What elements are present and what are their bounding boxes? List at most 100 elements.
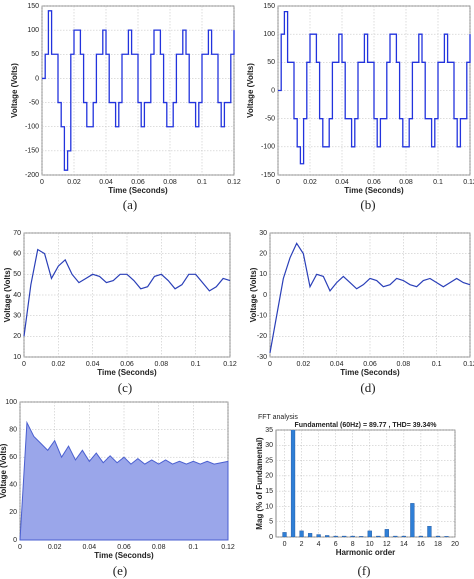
x-tick-label: 0: [18, 544, 22, 551]
y-axis-label: Voltage (Volts): [3, 267, 12, 322]
y-tick-label: 100: [263, 31, 275, 38]
y-tick-label: 150: [27, 3, 39, 10]
area: [19, 420, 229, 541]
x-tick-label: 14: [400, 541, 408, 548]
y-tick-label: -150: [25, 148, 39, 155]
x-tick-label: 0.02: [297, 361, 311, 368]
x-tick-label: 20: [451, 541, 459, 548]
x-tick-label: 0.08: [163, 179, 177, 186]
y-tick-label: 25: [265, 457, 273, 464]
panel-label: (d): [360, 380, 375, 395]
x-tick-label: 0.02: [52, 361, 66, 368]
x-tick-label: 0.08: [152, 544, 166, 551]
y-tick-label: -100: [261, 144, 275, 151]
panel-label: (c): [118, 380, 132, 395]
y-tick-label: 10: [265, 503, 273, 510]
x-tick-label: 0.06: [367, 179, 381, 186]
panel-label: (b): [360, 197, 375, 212]
y-tick-label: 0: [271, 87, 275, 94]
y-tick-label: -50: [265, 116, 275, 123]
bar: [444, 536, 449, 537]
y-tick-label: 10: [259, 271, 267, 278]
panel-caption: FFT analysis: [258, 414, 298, 421]
panel-label: (a): [123, 197, 137, 212]
x-tick-label: 0.12: [463, 179, 474, 186]
y-tick-label: 40: [9, 482, 17, 489]
x-tick-label: 0.04: [83, 544, 97, 551]
y-tick-label: 0: [269, 534, 273, 541]
x-tick-label: 0.06: [131, 179, 145, 186]
y-tick-label: -10: [257, 313, 267, 320]
y-tick-label: 30: [265, 442, 273, 449]
x-tick-label: 0.08: [155, 361, 169, 368]
y-tick-label: 50: [31, 51, 39, 58]
y-tick-label: 10: [13, 354, 21, 361]
line: [269, 242, 471, 353]
y-axis-label: Voltage (Volts): [249, 267, 258, 322]
y-tick-label: 100: [5, 399, 17, 406]
x-tick-label: 16: [417, 541, 425, 548]
x-tick-label: 18: [434, 541, 442, 548]
bar: [376, 535, 381, 537]
y-tick-label: 20: [13, 333, 21, 340]
y-tick-label: 50: [13, 271, 21, 278]
x-tick-label: 0: [276, 179, 280, 186]
bar: [299, 530, 304, 537]
y-axis-label: Voltage (Volts): [246, 63, 255, 118]
y-tick-label: 15: [265, 488, 273, 495]
x-tick-label: 0.02: [67, 179, 81, 186]
y-tick-label: -150: [261, 172, 275, 179]
bar: [342, 535, 347, 537]
x-axis-label: Harmonic order: [336, 548, 396, 557]
x-tick-label: 0: [268, 361, 272, 368]
bars: [282, 430, 449, 537]
x-tick-label: 0.02: [48, 544, 62, 551]
y-tick-label: -20: [257, 333, 267, 340]
line: [23, 248, 231, 337]
bar: [410, 503, 415, 537]
x-tick-label: 4: [317, 541, 321, 548]
x-tick-label: 0.06: [117, 544, 131, 551]
x-tick-label: 0.12: [223, 361, 237, 368]
x-axis-label: Time (Seconds): [97, 368, 157, 377]
bar: [393, 535, 398, 537]
x-tick-label: 0.04: [99, 179, 113, 186]
y-tick-label: -100: [25, 124, 39, 131]
x-axis-label: Time (Seconds): [108, 186, 168, 195]
x-tick-label: 0.1: [197, 179, 207, 186]
y-tick-label: 35: [265, 427, 273, 434]
x-tick-label: 0.12: [227, 179, 241, 186]
x-tick-label: 6: [334, 541, 338, 548]
x-tick-label: 0.1: [188, 544, 198, 551]
bar: [333, 535, 338, 537]
panel-label: (e): [113, 563, 127, 578]
plot-area: [275, 429, 456, 538]
x-tick-label: 2: [300, 541, 304, 548]
x-tick-label: 0.1: [191, 361, 201, 368]
x-tick-label: 0.08: [397, 361, 411, 368]
bar: [290, 430, 296, 537]
bar: [435, 535, 441, 537]
x-tick-label: 10: [366, 541, 374, 548]
y-tick-label: 70: [13, 230, 21, 237]
y-tick-label: 80: [9, 426, 17, 433]
bar: [367, 530, 372, 537]
x-axis-label: Time (Seconds): [344, 186, 404, 195]
y-tick-label: 20: [265, 473, 273, 480]
bar: [418, 535, 424, 537]
x-tick-label: 0: [22, 361, 26, 368]
bar: [359, 536, 364, 537]
y-tick-label: 60: [9, 454, 17, 461]
y-tick-label: 20: [9, 509, 17, 516]
y-tick-label: 0: [35, 75, 39, 82]
y-tick-label: 60: [13, 251, 21, 258]
x-tick-label: 0.08: [399, 179, 413, 186]
y-tick-label: 100: [27, 27, 39, 34]
y-tick-label: -200: [25, 172, 39, 179]
x-tick-label: 0.06: [363, 361, 377, 368]
bar: [316, 534, 321, 537]
x-tick-label: 0.04: [86, 361, 100, 368]
x-tick-label: 0.02: [303, 179, 317, 186]
x-tick-label: 12: [383, 541, 391, 548]
